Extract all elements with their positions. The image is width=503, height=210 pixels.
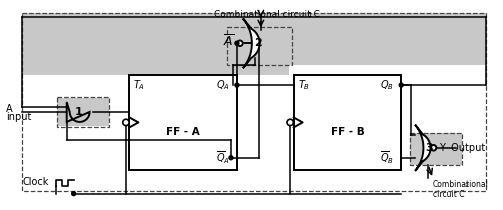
Bar: [57, 98, 109, 126]
Bar: [22, 13, 486, 191]
Circle shape: [71, 192, 75, 196]
Circle shape: [237, 41, 243, 46]
Circle shape: [235, 41, 239, 45]
Text: FF - A: FF - A: [166, 127, 200, 137]
Polygon shape: [415, 125, 431, 171]
Bar: [129, 75, 237, 170]
Circle shape: [399, 83, 403, 87]
Circle shape: [123, 119, 129, 126]
Text: input: input: [6, 112, 31, 122]
Text: 1: 1: [75, 107, 82, 117]
Polygon shape: [67, 102, 90, 122]
Bar: [410, 133, 462, 165]
Circle shape: [229, 156, 233, 160]
Text: 2: 2: [465, 183, 469, 188]
Text: FF - B: FF - B: [330, 127, 364, 137]
Text: $\overline{Q}_B$: $\overline{Q}_B$: [380, 150, 394, 166]
Text: $\overline{A}$: $\overline{A}$: [223, 34, 234, 49]
Text: 2: 2: [254, 38, 262, 48]
Text: $Q_A$: $Q_A$: [216, 78, 230, 92]
Bar: [410, 133, 462, 165]
Text: $T_B$: $T_B$: [298, 78, 310, 92]
Polygon shape: [243, 18, 260, 68]
Circle shape: [431, 145, 436, 151]
Text: $T_A$: $T_A$: [133, 78, 145, 92]
Text: $\overline{Q}_A$: $\overline{Q}_A$: [216, 150, 230, 166]
Text: $Q_B$: $Q_B$: [380, 78, 394, 92]
Circle shape: [235, 83, 239, 87]
Text: Clock: Clock: [23, 177, 49, 187]
Bar: [294, 75, 401, 170]
Bar: [57, 97, 109, 127]
Text: Combinational circuit C: Combinational circuit C: [214, 10, 320, 20]
Text: 3: 3: [425, 143, 433, 153]
Text: 1: 1: [308, 12, 312, 18]
Circle shape: [287, 119, 293, 126]
Text: Combinational
circuit C: Combinational circuit C: [433, 180, 489, 199]
Bar: [227, 27, 292, 65]
Text: A: A: [6, 104, 13, 114]
Polygon shape: [22, 13, 486, 75]
Text: Y  Output: Y Output: [439, 143, 485, 153]
